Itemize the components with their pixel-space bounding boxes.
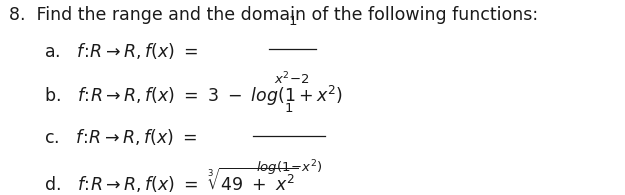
Text: $x^2\!-\!2$: $x^2\!-\!2$ (274, 71, 311, 88)
Text: 8.  Find the range and the domain of the following functions:: 8. Find the range and the domain of the … (9, 6, 539, 24)
Text: $1$: $1$ (284, 102, 293, 115)
Text: a.   $f\!:\!R \rightarrow R, f(x)\ =\ $: a. $f\!:\!R \rightarrow R, f(x)\ =\ $ (44, 41, 198, 61)
Text: d.   $f\!:\!R \rightarrow R, f(x)\ =\ \sqrt[3]{49\ +\ x^2}$: d. $f\!:\!R \rightarrow R, f(x)\ =\ \sqr… (44, 166, 299, 195)
Text: $1$: $1$ (288, 15, 297, 28)
Text: c.   $f\!:\!R \rightarrow R, f(x)\ =\ $: c. $f\!:\!R \rightarrow R, f(x)\ =\ $ (44, 128, 197, 147)
Text: b.   $f\!:\!R \rightarrow R, f(x)\ =\ 3\ -\ log(1+x^2)$: b. $f\!:\!R \rightarrow R, f(x)\ =\ 3\ -… (44, 83, 343, 108)
Text: $log(1\!-\!x^2)$: $log(1\!-\!x^2)$ (256, 158, 322, 178)
